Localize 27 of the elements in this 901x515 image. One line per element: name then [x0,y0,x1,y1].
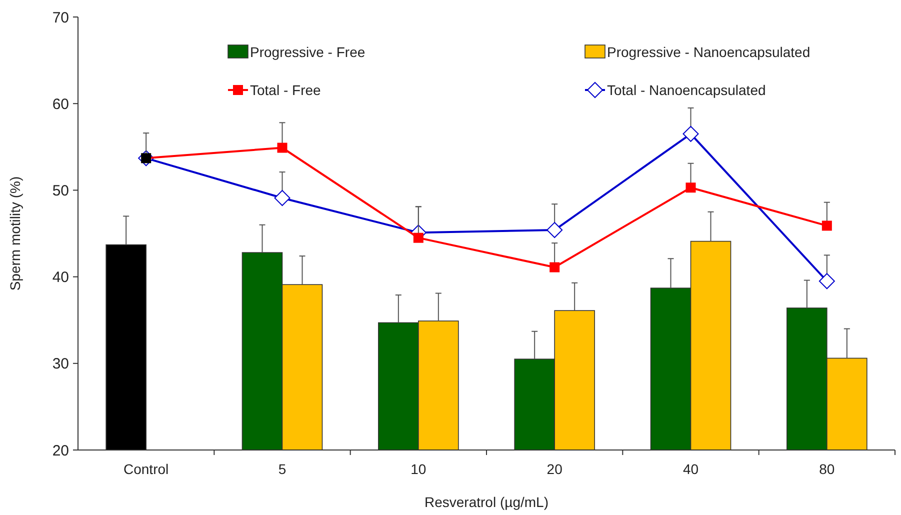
x-tick-label: 40 [682,461,699,477]
point [550,262,560,272]
y-tick-label: 70 [52,9,69,26]
point [822,220,832,231]
y-axis-title: Sperm motility (%) [7,176,23,291]
x-axis-title: Resveratrol (µg/mL) [424,494,548,510]
y-tick-label: 50 [52,182,69,200]
point [686,182,696,193]
point [274,190,290,206]
y-tick-label: 30 [52,356,69,373]
x-tick-label: 20 [546,461,563,477]
y-tick-label: 20 [52,442,69,460]
x-tick-label: 10 [410,461,426,477]
x-tick-label: 80 [819,461,835,477]
point [277,142,288,153]
legend-label: Total - Nanoencapsulated [607,82,766,98]
y-tick-label: 40 [52,269,69,286]
legend-label: Total - Free [250,82,322,98]
point [818,273,835,290]
legend-label: Progressive - Free [250,44,366,60]
x-tick-label: 5 [278,461,286,477]
point [413,232,424,243]
x-tick-label: Control [124,461,169,477]
legend-label: Progressive - Nanoencapsulated [607,44,810,60]
point [682,126,699,142]
point [546,222,563,238]
y-tick-label: 60 [52,96,69,113]
